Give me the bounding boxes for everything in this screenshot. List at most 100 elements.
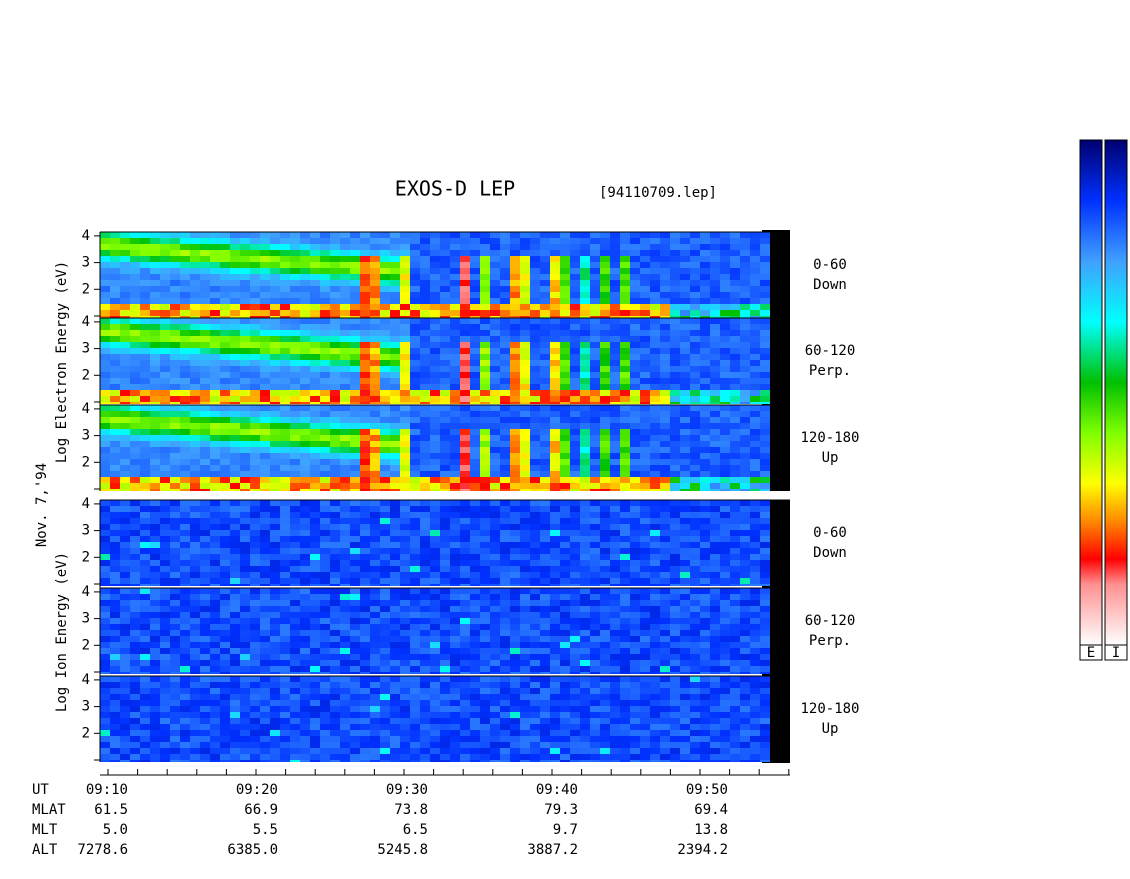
spectrogram-cell: [440, 342, 450, 348]
spectrogram-cell: [370, 518, 380, 524]
spectrogram-cell: [230, 584, 240, 586]
spectrogram-cell: [600, 606, 610, 612]
spectrogram-cell: [330, 483, 340, 489]
spectrogram-cell: [180, 366, 190, 372]
spectrogram-cell: [640, 402, 650, 404]
spectrogram-cell: [640, 292, 650, 298]
spectrogram-cell: [460, 566, 470, 572]
spectrogram-cell: [470, 524, 480, 530]
spectrogram-cell: [570, 447, 580, 453]
spectrogram-cell: [650, 530, 660, 536]
spectrogram-cell: [220, 262, 230, 268]
spectrogram-cell: [600, 250, 610, 256]
spectrogram-cell: [370, 453, 380, 459]
spectrogram-cell: [400, 402, 410, 404]
spectrogram-cell: [640, 630, 650, 636]
spectrogram-cell: [310, 554, 320, 560]
spectrogram-cell: [450, 244, 460, 250]
spectrogram-cell: [300, 348, 310, 354]
spectrogram-cell: [120, 405, 130, 411]
spectrogram-cell: [230, 405, 240, 411]
spectrogram-cell: [230, 518, 240, 524]
spectrogram-cell: [110, 477, 120, 483]
spectrogram-cell: [750, 572, 760, 578]
spectrogram-cell: [140, 378, 150, 384]
spectrogram-cell: [410, 453, 420, 459]
spectrogram-cell: [280, 232, 290, 238]
spectrogram-cell: [280, 324, 290, 330]
spectrogram-cell: [620, 560, 630, 566]
spectrogram-cell: [350, 471, 360, 477]
spectrogram-cell: [120, 506, 130, 512]
spectrogram-cell: [680, 648, 690, 654]
spectrogram-cell: [710, 330, 720, 336]
spectrogram-cell: [520, 384, 530, 390]
spectrogram-cell: [290, 342, 300, 348]
spectrogram-cell: [520, 402, 530, 404]
spectrogram-cell: [120, 441, 130, 447]
spectrogram-cell: [350, 524, 360, 530]
spectrogram-cell: [170, 411, 180, 417]
spectrogram-cell: [480, 423, 490, 429]
spectrogram-cell: [470, 536, 480, 542]
spectrogram-cell: [390, 666, 400, 672]
spectrogram-cell: [100, 366, 110, 372]
spectrogram-cell: [290, 238, 300, 244]
spectrogram-cell: [330, 280, 340, 286]
spectrogram-cell: [580, 471, 590, 477]
spectrogram-cell: [270, 330, 280, 336]
spectrogram-cell: [310, 489, 320, 491]
spectrogram-cell: [680, 578, 690, 584]
spectrogram-cell: [640, 500, 650, 506]
spectrogram-cell: [610, 542, 620, 548]
spectrogram-cell: [600, 429, 610, 435]
spectrogram-cell: [280, 280, 290, 286]
spectrogram-cell: [100, 280, 110, 286]
spectrogram-cell: [470, 518, 480, 524]
spectrogram-cell: [590, 342, 600, 348]
spectrogram-cell: [500, 304, 510, 310]
spectrogram-cell: [550, 600, 560, 606]
spectrogram-cell: [110, 318, 120, 324]
spectrogram-cell: [560, 572, 570, 578]
spectrogram-cell: [490, 405, 500, 411]
spectrogram-cell: [650, 548, 660, 554]
spectrogram-cell: [520, 548, 530, 554]
spectrogram-cell: [690, 417, 700, 423]
spectrogram-cell: [120, 310, 130, 316]
spectrogram-cell: [450, 566, 460, 572]
spectrogram-cell: [570, 648, 580, 654]
spectrogram-cell: [320, 232, 330, 238]
spectrogram-cell: [410, 524, 420, 530]
spectrogram-cell: [620, 548, 630, 554]
spectrogram-cell: [540, 256, 550, 262]
spectrogram-cell: [390, 423, 400, 429]
spectrogram-cell: [550, 330, 560, 336]
spectrogram-cell: [570, 324, 580, 330]
spectrogram-cell: [520, 354, 530, 360]
energy-tick-label: 4: [82, 496, 90, 512]
spectrogram-cell: [180, 324, 190, 330]
spectrogram-cell: [240, 548, 250, 554]
spectrogram-cell: [150, 642, 160, 648]
spectrogram-cell: [110, 642, 120, 648]
spectrogram-cell: [340, 606, 350, 612]
spectrogram-cell: [110, 238, 120, 244]
spectrogram-cell: [710, 530, 720, 536]
spectrogram-cell: [500, 330, 510, 336]
spectrogram-cell: [700, 342, 710, 348]
spectrogram-cell: [320, 600, 330, 606]
spectrogram-cell: [210, 318, 220, 324]
spectrogram-cell: [190, 342, 200, 348]
spectrogram-cell: [610, 453, 620, 459]
spectrogram-cell: [660, 654, 670, 660]
spectrogram-cell: [390, 298, 400, 304]
spectrogram-cell: [320, 256, 330, 262]
spectrogram-cell: [670, 324, 680, 330]
spectrogram-cell: [390, 548, 400, 554]
spectrogram-cell: [680, 360, 690, 366]
spectrogram-cell: [720, 548, 730, 554]
spectrogram-cell: [350, 262, 360, 268]
spectrogram-cell: [540, 465, 550, 471]
spectrogram-cell: [280, 441, 290, 447]
